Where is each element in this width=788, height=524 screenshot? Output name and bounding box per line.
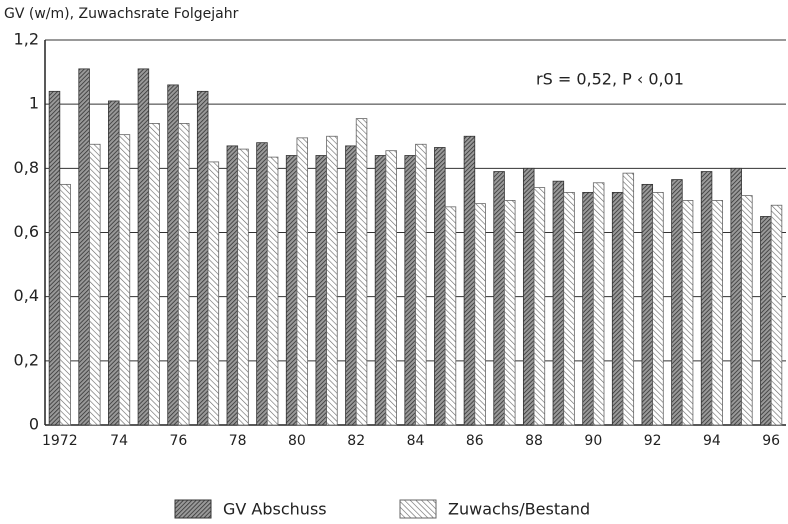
bar [345, 145, 357, 426]
bar [730, 167, 742, 426]
annotation: rS = 0,52, P ‹ 0,01 [536, 70, 684, 89]
bar [148, 123, 160, 426]
axis-title: GV (w/m), Zuwachsrate Folgejahr [4, 6, 239, 22]
bar [237, 148, 249, 426]
bar [474, 203, 486, 426]
bar [711, 200, 723, 426]
bar [522, 167, 535, 426]
y-tick-label: 0,2 [14, 350, 39, 369]
x-tick-label: 90 [584, 433, 602, 449]
bar [266, 156, 279, 426]
bar [326, 135, 338, 426]
bar [652, 191, 664, 426]
bar [285, 155, 298, 426]
legend-label: Zuwachs/Bestand [448, 500, 590, 519]
x-tick-label: 86 [466, 433, 484, 449]
x-tick-label: 80 [288, 433, 306, 449]
bar [296, 137, 309, 426]
x-tick-label: 84 [407, 433, 425, 449]
bar [552, 180, 565, 426]
bar [641, 183, 654, 426]
bar [760, 216, 772, 426]
bar [59, 183, 71, 426]
bar [385, 150, 397, 426]
bar [404, 155, 416, 426]
bar [622, 172, 635, 426]
bar [207, 161, 220, 426]
x-tick-label: 1972 [42, 433, 78, 449]
bar [700, 171, 713, 426]
bar [444, 206, 457, 426]
bar [533, 187, 546, 426]
x-tick-label: 88 [525, 433, 543, 449]
x-tick-label: 96 [762, 433, 780, 449]
y-tick-label: 0,6 [14, 222, 39, 241]
bar [48, 90, 61, 426]
bar [563, 191, 575, 426]
bar [770, 204, 783, 426]
bar [118, 134, 131, 426]
bar [137, 68, 150, 426]
bar [108, 100, 120, 426]
bar [592, 182, 605, 426]
x-tick-label: 76 [169, 433, 187, 449]
bar [415, 143, 427, 426]
bar [681, 200, 694, 426]
legend-label: GV Abschuss [223, 500, 327, 519]
bar [582, 191, 594, 426]
bar [741, 195, 753, 426]
bar [504, 200, 516, 426]
bar [355, 118, 368, 426]
bar [196, 90, 209, 426]
bar [434, 147, 446, 426]
bar [256, 142, 268, 426]
bar [89, 143, 101, 426]
bar [177, 123, 190, 426]
x-tick-label: 78 [229, 433, 247, 449]
bar [226, 145, 239, 426]
y-tick-label: 0 [29, 415, 39, 434]
bar [671, 179, 683, 426]
bar [315, 155, 327, 426]
y-tick-label: 1,2 [14, 30, 39, 49]
bar [463, 135, 476, 426]
x-tick-label: 94 [703, 433, 721, 449]
x-tick-label: 82 [347, 433, 365, 449]
y-tick-label: 0,8 [14, 158, 39, 177]
bar [611, 191, 624, 426]
legend-swatch [174, 499, 212, 519]
bar [493, 171, 505, 426]
x-tick-label: 74 [110, 433, 128, 449]
bar [167, 84, 179, 426]
x-tick-label: 92 [644, 433, 662, 449]
y-tick-label: 0,4 [14, 286, 39, 305]
bar [374, 155, 387, 426]
y-tick-label: 1 [29, 94, 39, 113]
legend-swatch [399, 499, 437, 519]
bar [78, 68, 90, 426]
